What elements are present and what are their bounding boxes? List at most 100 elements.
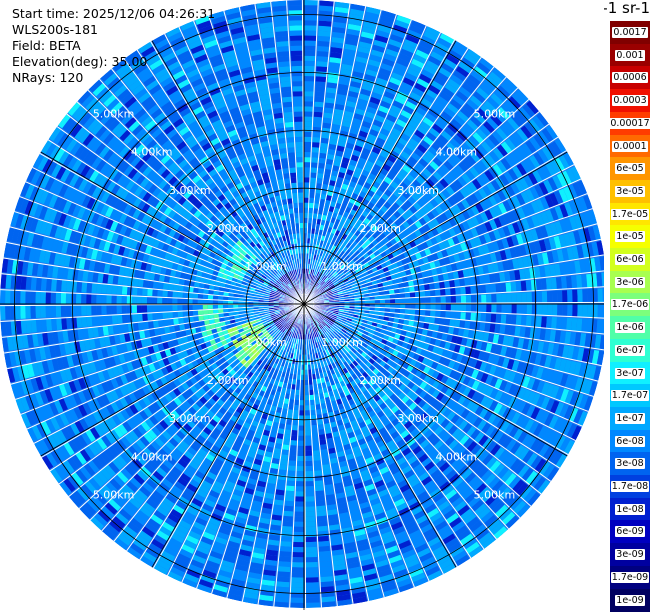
- range-gate-cell: [430, 290, 436, 296]
- range-gate-cell: [313, 465, 321, 471]
- range-gate-cell: [305, 456, 312, 461]
- range-gate-cell: [292, 547, 304, 552]
- range-gate-cell: [532, 304, 537, 315]
- range-gate-cell: [310, 400, 315, 405]
- range-gate-cell: [537, 304, 542, 315]
- range-gate-cell: [312, 147, 320, 153]
- range-gate-cell: [400, 299, 405, 304]
- range-gate-cell: [400, 293, 405, 298]
- range-gate-cell: [304, 5, 318, 10]
- range-gate-cell: [313, 455, 321, 461]
- range-gate-cell: [291, 572, 304, 577]
- range-gate-cell: [440, 311, 446, 318]
- range-gate-cell: [316, 516, 327, 522]
- range-gate-cell: [293, 527, 304, 532]
- range-gate-cell: [288, 460, 296, 466]
- range-gate-cell: [466, 304, 471, 312]
- range-gate-cell: [294, 517, 304, 522]
- range-gate-cell: [313, 132, 321, 138]
- range-gate-cell: [315, 501, 325, 507]
- range-gate-cell: [456, 304, 461, 311]
- range-gate-cell: [318, 41, 331, 47]
- range-gate-cell: [304, 395, 309, 400]
- range-gate-cell: [281, 531, 292, 537]
- range-gate-cell: [506, 315, 512, 325]
- range-gate-cell: [298, 425, 304, 430]
- range-gate-cell: [281, 449, 289, 455]
- range-gate-cell: [297, 441, 304, 446]
- range-gate-cell: [284, 501, 294, 507]
- range-gate-cell: [277, 474, 286, 480]
- range-gate-cell: [315, 81, 326, 87]
- range-gate-cell: [298, 420, 304, 425]
- range-gate-cell: [572, 290, 577, 303]
- range-gate-cell: [310, 410, 316, 415]
- range-gate-cell: [566, 318, 572, 331]
- range-gate-cell: [455, 288, 461, 296]
- range-gate-cell: [445, 289, 451, 296]
- range-gate-cell: [293, 542, 304, 547]
- range-gate-cell: [501, 314, 507, 324]
- range-gate-cell: [318, 434, 325, 440]
- range-gate-cell: [561, 276, 567, 289]
- range-gate-cell: [310, 178, 316, 183]
- range-gate-cell: [496, 314, 502, 324]
- range-gate-cell: [464, 278, 470, 286]
- range-gate-cell: [322, 128, 331, 134]
- range-gate-cell: [311, 430, 317, 436]
- range-gate-cell: [304, 76, 315, 81]
- range-gate-cell: [304, 66, 315, 71]
- range-gate-cell: [501, 304, 506, 314]
- range-gate-cell: [557, 304, 562, 316]
- range-gate-cell: [316, 61, 328, 67]
- range-gate-cell: [312, 440, 319, 446]
- range-gate-cell: [451, 296, 456, 303]
- range-gate-cell: [298, 436, 304, 441]
- range-gate-cell: [410, 304, 415, 309]
- range-gate-cell: [572, 304, 577, 317]
- range-gate-cell: [425, 291, 431, 297]
- range-gate-cell: [304, 117, 313, 122]
- range-gate-cell: [318, 31, 331, 37]
- range-gate-cell: [285, 491, 294, 497]
- range-gate-cell: [304, 56, 316, 61]
- range-gate-cell: [435, 290, 441, 297]
- range-gate-cell: [314, 475, 323, 481]
- range-gate-cell: [304, 127, 312, 132]
- range-gate-cell: [297, 451, 304, 456]
- range-gate-cell: [552, 304, 557, 316]
- range-gate-cell: [289, 445, 296, 451]
- range-gate-cell: [556, 317, 562, 329]
- range-gate-cell: [304, 142, 312, 147]
- range-gate-cell: [475, 313, 481, 322]
- range-gate-cell: [314, 112, 323, 118]
- range-gate-cell: [304, 111, 313, 116]
- range-gate-cell: [410, 298, 415, 303]
- range-gate-cell: [587, 304, 592, 318]
- range-gate-cell: [277, 566, 290, 572]
- range-gate-cell: [280, 541, 292, 547]
- range-gate-cell: [405, 293, 410, 298]
- range-gate-cell: [436, 304, 441, 310]
- range-gate-cell: [546, 317, 552, 329]
- range-gate-cell: [304, 96, 314, 101]
- range-gate-cell: [305, 471, 313, 476]
- range-gate-cell: [305, 537, 316, 542]
- range-gate-cell: [420, 298, 425, 304]
- range-gate-cell: [304, 172, 310, 177]
- range-gate-cell: [490, 284, 496, 293]
- range-gate-cell: [465, 287, 471, 295]
- range-gate-cell: [320, 449, 328, 455]
- range-gate-cell: [316, 76, 327, 82]
- range-gate-cell: [304, 101, 314, 106]
- range-gate-cell: [290, 587, 304, 592]
- range-gate-cell: [314, 480, 323, 486]
- range-gate-cell: [305, 405, 310, 410]
- range-gate-cell: [304, 380, 308, 385]
- range-gate-cell: [286, 475, 295, 481]
- range-gate-cell: [304, 30, 317, 35]
- range-gate-cell: [465, 312, 471, 320]
- range-gate-cell: [316, 506, 326, 512]
- range-gate-cell: [496, 304, 501, 313]
